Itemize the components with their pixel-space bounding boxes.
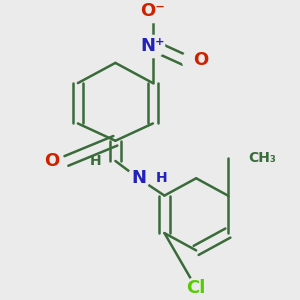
Text: O: O bbox=[44, 152, 59, 170]
Text: Cl: Cl bbox=[187, 279, 206, 297]
Text: CH₃: CH₃ bbox=[248, 151, 276, 165]
Text: O: O bbox=[193, 51, 208, 69]
Text: N⁺: N⁺ bbox=[141, 37, 165, 55]
Text: H: H bbox=[89, 154, 101, 168]
Text: O⁻: O⁻ bbox=[140, 2, 165, 20]
Text: H: H bbox=[156, 171, 167, 185]
Text: N: N bbox=[131, 169, 146, 187]
